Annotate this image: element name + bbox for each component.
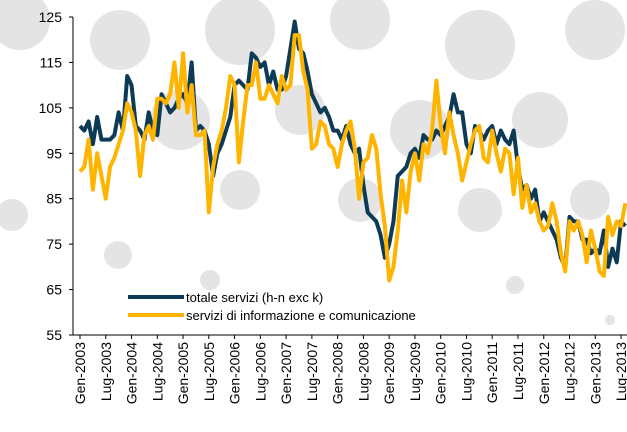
y-tick-label: 95 bbox=[46, 145, 62, 161]
y-tick-label: 75 bbox=[46, 236, 62, 252]
x-tick-label: Gen-2013 bbox=[587, 342, 603, 404]
x-tick-label: Gen-2004 bbox=[124, 342, 140, 404]
y-tick-label: 65 bbox=[46, 282, 62, 298]
x-tick-label: Lug-2012 bbox=[562, 342, 578, 401]
legend-label: totale servizi (h-n exc k) bbox=[186, 290, 323, 305]
y-tick-label: 85 bbox=[46, 191, 62, 207]
x-tick-label: Lug-2011 bbox=[510, 342, 526, 400]
x-tick-label: Gen-2009 bbox=[381, 342, 397, 404]
legend: totale servizi (h-n exc k) servizi di inf… bbox=[128, 290, 416, 323]
x-tick-label: Gen-2011 bbox=[484, 342, 500, 403]
x-tick-label: Gen-2007 bbox=[278, 342, 294, 404]
series-line bbox=[80, 35, 625, 280]
legend-label: servizi di informazione e comunicazione bbox=[186, 308, 416, 323]
x-tick-label: Gen-2008 bbox=[330, 342, 346, 404]
x-tick-label: Gen-2005 bbox=[175, 342, 191, 404]
chart: totale servizi (h-n exc k) servizi di inf… bbox=[0, 0, 627, 432]
page: {"chart_data": {"type": "line", "categor… bbox=[0, 0, 627, 432]
y-tick-label: 105 bbox=[39, 100, 63, 116]
x-tick-label: Gen-2006 bbox=[227, 342, 243, 404]
x-tick-label: Lug-2008 bbox=[355, 342, 371, 401]
y-tick-label: 55 bbox=[46, 327, 62, 343]
y-tick-label: 125 bbox=[39, 9, 63, 25]
x-tick-label: Lug-2013 bbox=[613, 342, 627, 401]
x-tick-label: Lug-2005 bbox=[201, 342, 217, 401]
x-tick-label: Lug-2010 bbox=[458, 342, 474, 401]
x-tick-label: Lug-2009 bbox=[407, 342, 423, 401]
x-tick-label: Lug-2006 bbox=[252, 342, 268, 401]
x-tick-label: Gen-2003 bbox=[72, 342, 88, 404]
x-tick-label: Gen-2012 bbox=[536, 342, 552, 404]
y-tick-label: 115 bbox=[40, 54, 63, 70]
background-dots bbox=[0, 0, 625, 325]
x-tick-label: Lug-2007 bbox=[304, 342, 320, 401]
x-tick-label: Lug-2004 bbox=[149, 342, 165, 401]
x-tick-label: Gen-2010 bbox=[433, 342, 449, 404]
x-tick-label: Lug-2003 bbox=[98, 342, 114, 401]
